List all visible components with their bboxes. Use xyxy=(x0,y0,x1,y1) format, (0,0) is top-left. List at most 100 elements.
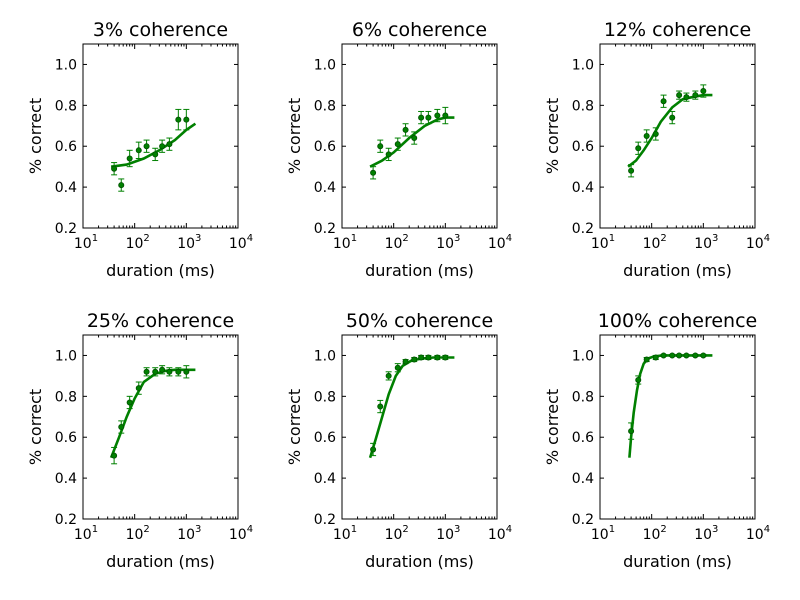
x-tick-base: 10 xyxy=(333,236,351,252)
x-tick-exponent: 1 xyxy=(351,233,357,244)
y-tick-label: 0.6 xyxy=(55,430,77,446)
x-tick-label: 104 xyxy=(229,233,253,252)
data-point xyxy=(166,368,173,375)
y-tick-label: 1.0 xyxy=(314,348,336,364)
x-tick-base: 10 xyxy=(694,236,712,252)
x-tick-exponent: 3 xyxy=(454,233,460,244)
data-point xyxy=(377,403,384,410)
data-point xyxy=(425,354,432,361)
data-point xyxy=(385,151,392,158)
y-tick-label: 0.4 xyxy=(314,180,336,196)
fit-curve xyxy=(628,354,713,458)
data-point xyxy=(394,364,401,371)
data-point xyxy=(370,169,377,176)
y-tick-label: 0.2 xyxy=(55,221,77,237)
data-point xyxy=(135,147,142,154)
data-point xyxy=(669,352,676,359)
data-point xyxy=(377,143,384,150)
data-point xyxy=(628,428,635,435)
x-tick-base: 10 xyxy=(746,527,764,543)
axes-frame xyxy=(341,334,498,520)
data-point xyxy=(143,143,150,150)
x-axis-label: duration (ms) xyxy=(365,261,474,280)
y-tick-label: 1.0 xyxy=(572,57,594,73)
x-tick-label: 102 xyxy=(126,524,150,543)
x-tick-exponent: 1 xyxy=(92,233,98,244)
x-tick-label: 104 xyxy=(746,524,770,543)
y-tick-label: 0.6 xyxy=(314,430,336,446)
x-tick-base: 10 xyxy=(126,236,144,252)
chart-panel: 3% coherence duration (ms) % correct 0.2 0.4… xyxy=(26,19,253,280)
data-point xyxy=(175,116,182,123)
y-axis-label: % correct xyxy=(26,389,45,465)
x-tick-base: 10 xyxy=(126,527,144,543)
y-tick-label: 0.6 xyxy=(572,139,594,155)
panel-title: 3% coherence xyxy=(93,19,228,41)
x-tick-base: 10 xyxy=(74,527,92,543)
y-tick-label: 1.0 xyxy=(572,348,594,364)
panel-title: 100% coherence xyxy=(598,310,757,332)
y-tick-label: 0.8 xyxy=(55,389,77,405)
data-point xyxy=(111,452,118,459)
data-point xyxy=(660,352,667,359)
x-tick-exponent: 4 xyxy=(764,233,770,244)
y-tick-label: 0.2 xyxy=(55,512,77,528)
chart-panel: 25% coherence duration (ms) % correct 0.2 0.… xyxy=(26,310,253,571)
data-point xyxy=(402,126,409,133)
x-tick-label: 103 xyxy=(694,524,718,543)
x-tick-base: 10 xyxy=(385,236,403,252)
data-point xyxy=(669,114,676,121)
x-tick-label: 102 xyxy=(643,524,667,543)
x-tick-exponent: 4 xyxy=(506,233,512,244)
chart-panel: 100% coherence duration (ms) % correct 0.2 0… xyxy=(543,310,770,571)
y-tick-label: 0.4 xyxy=(572,471,594,487)
data-point xyxy=(159,143,166,150)
y-axis-label: % correct xyxy=(285,389,304,465)
x-tick-exponent: 2 xyxy=(660,233,666,244)
x-axis-label: duration (ms) xyxy=(106,552,215,571)
x-tick-base: 10 xyxy=(229,527,247,543)
data-point xyxy=(183,116,190,123)
data-point xyxy=(118,423,125,430)
x-tick-exponent: 1 xyxy=(351,524,357,535)
x-tick-label: 104 xyxy=(746,233,770,252)
data-point xyxy=(643,132,650,139)
chart-panel: 6% coherence duration (ms) % correct 0.2 0.4… xyxy=(285,19,512,280)
data-point xyxy=(635,145,642,152)
data-point xyxy=(126,155,133,162)
y-tick-label: 0.4 xyxy=(55,471,77,487)
x-tick-label: 102 xyxy=(385,233,409,252)
x-tick-label: 101 xyxy=(333,524,357,543)
data-point xyxy=(442,112,449,119)
x-tick-base: 10 xyxy=(643,236,661,252)
y-tick-label: 0.2 xyxy=(314,512,336,528)
x-tick-label: 104 xyxy=(488,233,512,252)
data-point xyxy=(628,167,635,174)
data-point xyxy=(700,88,707,95)
axes-frame xyxy=(599,334,756,520)
x-axis-label: duration (ms) xyxy=(106,261,215,280)
data-point xyxy=(143,368,150,375)
x-tick-label: 103 xyxy=(177,233,201,252)
x-tick-exponent: 2 xyxy=(143,524,149,535)
x-tick-label: 101 xyxy=(74,233,98,252)
x-tick-label: 101 xyxy=(591,524,615,543)
y-axis-label: % correct xyxy=(285,98,304,174)
x-tick-exponent: 4 xyxy=(506,524,512,535)
data-point xyxy=(418,354,425,361)
x-tick-label: 103 xyxy=(177,524,201,543)
data-point xyxy=(111,165,118,172)
data-point xyxy=(700,352,707,359)
y-tick-label: 0.4 xyxy=(314,471,336,487)
y-axis-label: % correct xyxy=(26,98,45,174)
x-tick-exponent: 3 xyxy=(712,233,718,244)
y-tick-label: 0.2 xyxy=(572,512,594,528)
data-point xyxy=(411,356,418,363)
data-point xyxy=(683,94,690,101)
data-point xyxy=(118,182,125,189)
x-tick-label: 102 xyxy=(126,233,150,252)
data-point xyxy=(159,366,166,373)
data-point xyxy=(676,352,683,359)
data-point xyxy=(183,368,190,375)
